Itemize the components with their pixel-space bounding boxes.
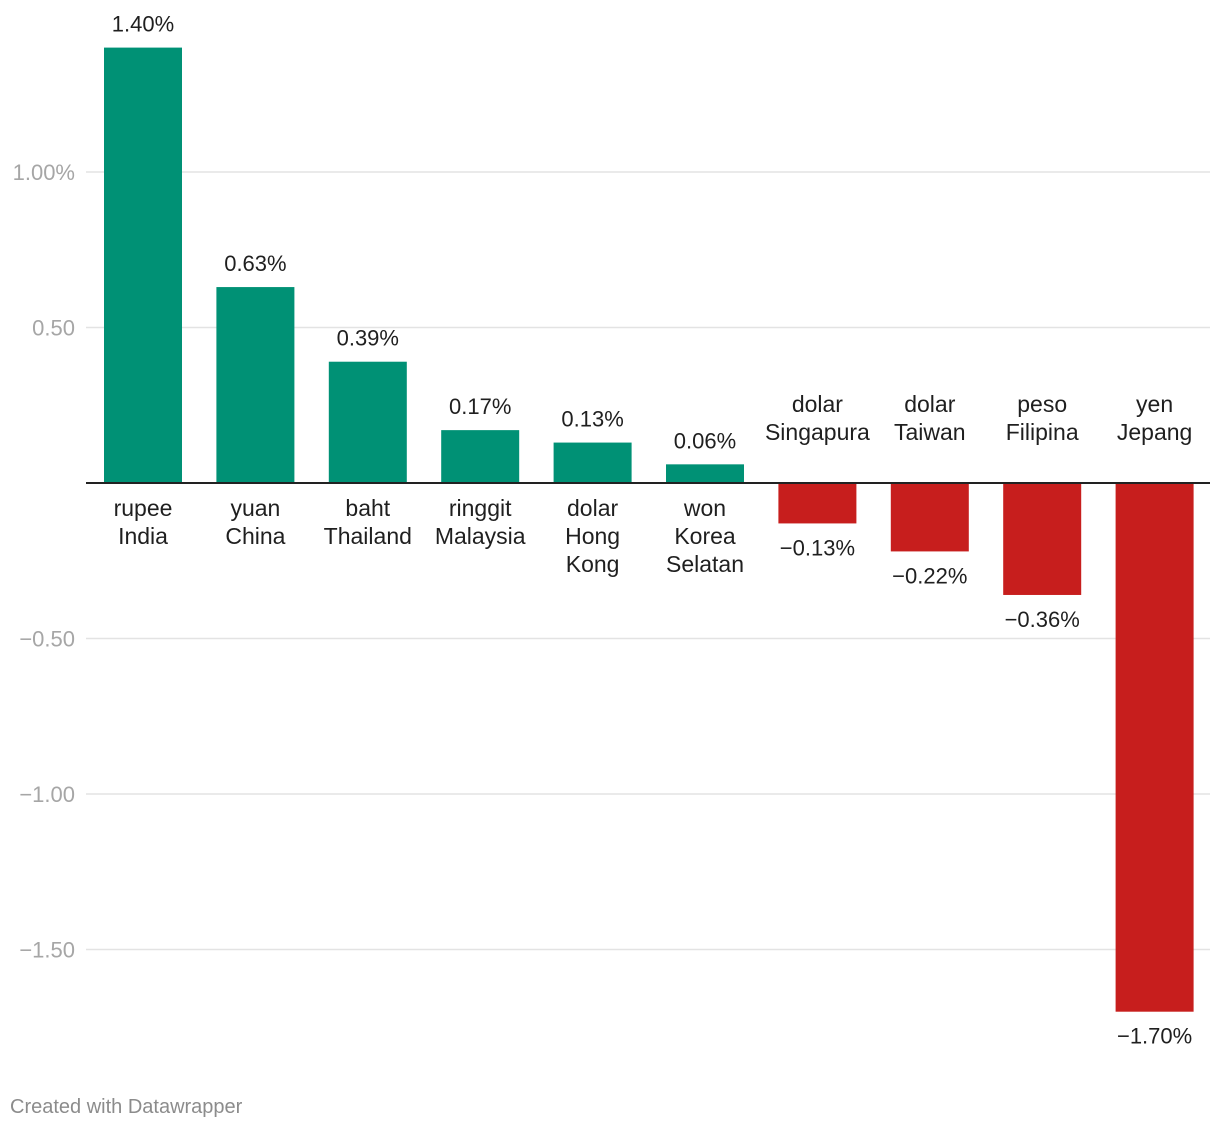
category-label: rupee	[114, 495, 173, 521]
bars	[104, 47, 1194, 1012]
data-label: −1.70%	[1117, 1024, 1192, 1049]
data-label: −0.13%	[780, 535, 855, 560]
bar	[328, 361, 407, 483]
bar	[216, 287, 295, 483]
category-label: Singapura	[765, 419, 870, 445]
category-label: yuan	[230, 495, 280, 521]
y-tick-label: −1.50	[19, 938, 75, 963]
bar	[1003, 483, 1082, 595]
category-label: Thailand	[324, 523, 412, 549]
category-label: baht	[345, 495, 390, 521]
category-label: Korea	[674, 523, 736, 549]
category-label: dolar	[792, 391, 843, 417]
bar	[553, 442, 632, 483]
category-label: won	[683, 495, 726, 521]
credit-text: Created with Datawrapper	[10, 1096, 243, 1118]
category-label: ringgit	[449, 495, 512, 521]
category-label: Taiwan	[894, 419, 966, 445]
data-label: 0.63%	[224, 251, 286, 276]
data-label: 0.17%	[449, 394, 511, 419]
data-label: 0.13%	[561, 407, 623, 432]
bar	[890, 483, 969, 552]
category-label: dolar	[567, 495, 618, 521]
category-label: Hong	[565, 523, 620, 549]
y-tick-label: −0.50	[19, 627, 75, 652]
y-tick-label: 0.50	[32, 316, 75, 341]
category-label: peso	[1017, 391, 1067, 417]
bar	[104, 47, 182, 483]
category-label: dolar	[904, 391, 955, 417]
bar-chart: 1.00% 0.50 −0.50 −1.00 −1.50 1.40% rupeeIndia…	[13, 12, 1210, 1049]
data-label: 0.06%	[674, 428, 736, 453]
category-label: China	[225, 523, 285, 549]
bar	[441, 430, 520, 483]
category-label: Jepang	[1117, 419, 1192, 445]
category-label: Filipina	[1006, 419, 1079, 445]
category-label: India	[118, 523, 168, 549]
category-label: yen	[1136, 391, 1173, 417]
bar	[778, 483, 857, 524]
data-label: −0.36%	[1005, 607, 1080, 632]
bar	[666, 464, 744, 483]
gridlines: 1.00% 0.50 −0.50 −1.00 −1.50	[13, 160, 1210, 963]
y-tick-label: −1.00	[19, 782, 75, 807]
category-label: Selatan	[666, 551, 744, 577]
bar	[1115, 483, 1194, 1012]
data-label: 0.39%	[337, 326, 399, 351]
data-label: −0.22%	[892, 563, 967, 588]
y-tick-label: 1.00%	[13, 160, 75, 185]
category-label: Kong	[566, 551, 620, 577]
category-label: Malaysia	[435, 523, 526, 549]
data-label: 1.40%	[112, 12, 174, 37]
